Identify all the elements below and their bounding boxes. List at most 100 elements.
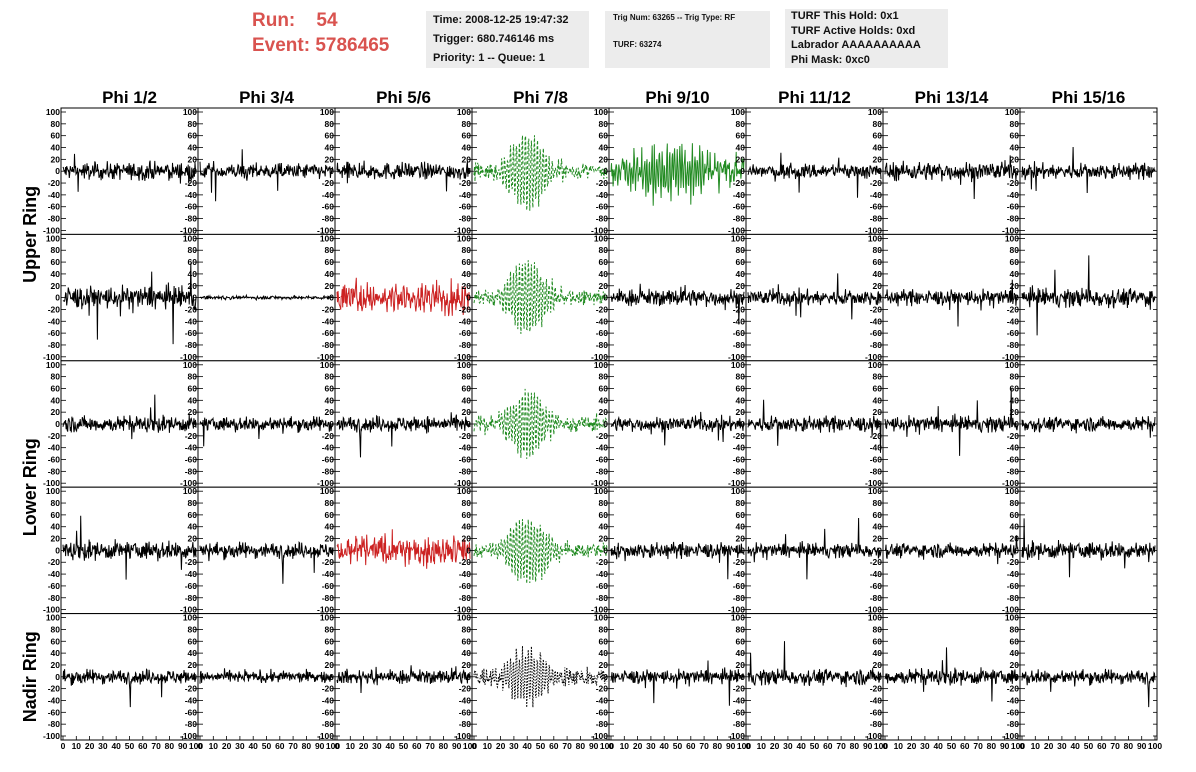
x-tick-label: 50 bbox=[536, 741, 546, 751]
x-tick-label: 100 bbox=[326, 741, 340, 751]
y-tick-label: 60 bbox=[599, 510, 609, 520]
y-tick-label: -60 bbox=[733, 202, 746, 212]
y-tick-label: -100 bbox=[317, 352, 334, 362]
y-tick-label: -20 bbox=[870, 684, 883, 694]
x-tick-label: 80 bbox=[165, 741, 175, 751]
y-tick-label: 0 bbox=[192, 545, 197, 555]
y-tick-label: 20 bbox=[599, 660, 609, 670]
y-tick-label: -40 bbox=[870, 569, 883, 579]
y-tick-label: 40 bbox=[51, 143, 61, 153]
y-tick-label: -100 bbox=[180, 605, 197, 615]
x-tick-label: 0 bbox=[609, 741, 614, 751]
x-tick-label: 50 bbox=[947, 741, 957, 751]
x-tick-label: 100 bbox=[463, 741, 477, 751]
y-tick-label: 20 bbox=[188, 154, 198, 164]
y-tick-label: 80 bbox=[873, 624, 883, 634]
x-tick-label: 0 bbox=[746, 741, 751, 751]
x-tick-label: 60 bbox=[823, 741, 833, 751]
y-tick-label: -60 bbox=[733, 328, 746, 338]
time-trigger-info-box: Time: 2008-12-25 19:47:32 Trigger: 680.7… bbox=[426, 11, 589, 68]
x-tick-label: 0 bbox=[883, 741, 888, 751]
event-label: Event: bbox=[252, 35, 311, 56]
y-tick-label: 40 bbox=[873, 522, 883, 532]
y-tick-label: 0 bbox=[466, 545, 471, 555]
y-tick-label: 40 bbox=[325, 648, 335, 658]
y-tick-label: -60 bbox=[596, 202, 609, 212]
y-tick-label: -100 bbox=[728, 731, 745, 741]
y-tick-label: -100 bbox=[1002, 478, 1019, 488]
y-tick-label: 100 bbox=[457, 613, 471, 623]
x-tick-label: 50 bbox=[125, 741, 135, 751]
y-tick-label: 60 bbox=[736, 131, 746, 141]
y-tick-label: 60 bbox=[599, 636, 609, 646]
y-tick-label: 80 bbox=[736, 119, 746, 129]
x-tick-label: 60 bbox=[960, 741, 970, 751]
y-tick-label: -20 bbox=[596, 557, 609, 567]
y-tick-label: -40 bbox=[185, 569, 198, 579]
y-tick-label: 0 bbox=[1014, 545, 1019, 555]
y-tick-label: -80 bbox=[1007, 719, 1020, 729]
x-tick-label: 50 bbox=[399, 741, 409, 751]
y-tick-label: -100 bbox=[728, 478, 745, 488]
y-tick-label: 0 bbox=[329, 419, 334, 429]
x-tick-label: 70 bbox=[288, 741, 298, 751]
y-tick-label: -100 bbox=[1002, 605, 1019, 615]
y-tick-label: -100 bbox=[180, 478, 197, 488]
y-tick-label: 100 bbox=[868, 107, 882, 117]
y-tick-label: 100 bbox=[731, 613, 745, 623]
x-tick-label: 70 bbox=[425, 741, 435, 751]
turf-active-text: TURF Active Holds: 0xd bbox=[791, 24, 916, 37]
y-tick-label: 20 bbox=[188, 407, 198, 417]
y-tick-label: -40 bbox=[596, 190, 609, 200]
x-tick-label: 30 bbox=[98, 741, 108, 751]
y-tick-label: -40 bbox=[733, 443, 746, 453]
y-tick-label: 40 bbox=[1010, 143, 1020, 153]
y-tick-label: 60 bbox=[599, 257, 609, 267]
y-tick-label: 80 bbox=[325, 245, 335, 255]
y-tick-label: 100 bbox=[183, 486, 197, 496]
x-tick-label: 10 bbox=[757, 741, 767, 751]
y-tick-label: -60 bbox=[870, 707, 883, 717]
x-tick-label: 90 bbox=[452, 741, 462, 751]
y-tick-label: -60 bbox=[185, 202, 198, 212]
y-tick-label: 100 bbox=[46, 233, 60, 243]
y-tick-label: 20 bbox=[736, 281, 746, 291]
x-tick-label: 100 bbox=[1011, 741, 1025, 751]
y-tick-label: 40 bbox=[325, 395, 335, 405]
labrador-text: Labrador AAAAAAAAAA bbox=[791, 39, 921, 51]
y-tick-label: 60 bbox=[188, 257, 198, 267]
y-tick-label: 80 bbox=[873, 245, 883, 255]
y-tick-label: 0 bbox=[55, 672, 60, 682]
x-tick-label: 80 bbox=[713, 741, 723, 751]
y-tick-label: 0 bbox=[603, 166, 608, 176]
y-tick-label: 100 bbox=[594, 486, 608, 496]
y-tick-label: 0 bbox=[740, 419, 745, 429]
x-tick-label: 40 bbox=[522, 741, 532, 751]
y-tick-label: 40 bbox=[51, 522, 61, 532]
y-tick-label: 80 bbox=[462, 624, 472, 634]
y-tick-label: 20 bbox=[462, 534, 472, 544]
y-tick-label: -80 bbox=[1007, 214, 1020, 224]
y-tick-label: -20 bbox=[870, 431, 883, 441]
y-tick-label: 80 bbox=[462, 372, 472, 382]
y-tick-label: -60 bbox=[185, 581, 198, 591]
y-tick-label: -60 bbox=[322, 202, 335, 212]
y-tick-label: -100 bbox=[180, 352, 197, 362]
x-tick-label: 40 bbox=[248, 741, 258, 751]
waveform-trace bbox=[610, 283, 745, 324]
x-tick-label: 60 bbox=[275, 741, 285, 751]
y-tick-label: -80 bbox=[322, 466, 335, 476]
y-tick-label: 60 bbox=[51, 636, 61, 646]
column-title: Phi 7/8 bbox=[513, 88, 568, 107]
y-tick-label: 40 bbox=[736, 143, 746, 153]
waveform-trace bbox=[884, 647, 1019, 702]
x-tick-label: 70 bbox=[1110, 741, 1120, 751]
y-tick-label: -80 bbox=[870, 340, 883, 350]
x-tick-label: 30 bbox=[920, 741, 930, 751]
y-tick-label: -100 bbox=[591, 731, 608, 741]
y-tick-label: -20 bbox=[733, 304, 746, 314]
y-tick-label: 80 bbox=[1010, 372, 1020, 382]
y-tick-label: 60 bbox=[1010, 510, 1020, 520]
phi-mask-text: Phi Mask: 0xc0 bbox=[791, 53, 870, 66]
x-tick-label: 70 bbox=[699, 741, 709, 751]
